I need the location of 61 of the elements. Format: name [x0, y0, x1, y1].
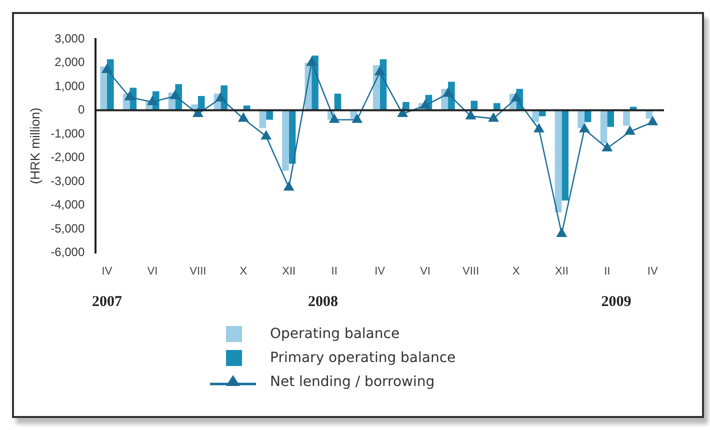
x-tick-label: IV	[647, 265, 658, 278]
y-tick-label: 1,000	[54, 78, 85, 93]
x-tick-label: X	[512, 265, 521, 278]
bar	[562, 110, 569, 201]
bar	[334, 94, 342, 110]
x-tick-label: VIII	[190, 265, 206, 278]
text: 2007	[92, 294, 122, 310]
bar	[623, 110, 630, 126]
legend-label: Net lending / borrowing	[270, 374, 435, 390]
point	[648, 116, 658, 126]
x-tick-label: X	[240, 265, 248, 278]
y-tick-label: -6,000	[50, 245, 85, 260]
point	[124, 92, 135, 100]
point	[170, 90, 180, 100]
y-tick-label: -2,000	[50, 150, 85, 164]
point	[466, 110, 476, 120]
point	[352, 114, 362, 123]
point	[284, 182, 294, 191]
point	[443, 88, 453, 97]
point	[147, 96, 158, 106]
y-tick-label: -3,000	[50, 174, 85, 188]
bar	[282, 110, 289, 171]
x-tick-label: XII	[554, 265, 568, 278]
bar	[198, 96, 205, 110]
x-tick-label: II	[604, 265, 610, 278]
point	[624, 126, 635, 135]
y-tick-label: 2,000	[54, 55, 85, 70]
point	[261, 130, 272, 140]
point	[420, 100, 430, 109]
y-tick-label: -5,000	[50, 221, 85, 236]
point	[216, 92, 226, 102]
bar	[600, 110, 608, 144]
y-tick-label: -4,000	[50, 198, 85, 212]
point	[306, 57, 317, 66]
point	[602, 142, 612, 152]
x-tick-label: VI	[147, 265, 158, 278]
x-tick-label: XII	[282, 265, 296, 278]
x-tick-label: VI	[420, 265, 430, 278]
point	[579, 124, 590, 132]
legend-label: Primary operating balance	[270, 350, 456, 366]
point	[102, 64, 112, 74]
y-tick-label: 0	[78, 102, 85, 117]
point	[488, 112, 498, 122]
y-tick-label: 3,000	[54, 31, 85, 46]
point	[329, 114, 340, 123]
text: 2008	[308, 294, 338, 310]
text: 2009	[601, 294, 632, 310]
y-tick-label: -1,000	[50, 126, 85, 140]
point	[238, 112, 248, 122]
bar	[607, 110, 614, 127]
x-tick-label: IV	[374, 265, 386, 278]
bar	[554, 110, 562, 212]
point	[556, 228, 567, 237]
legend-label: Operating balance	[270, 326, 400, 342]
x-tick-label: VIII	[462, 265, 480, 278]
point	[511, 92, 522, 102]
point	[374, 66, 385, 76]
x-tick-label: IV	[102, 265, 113, 278]
point	[534, 124, 544, 132]
y-axis-title: (HRK million)	[27, 108, 42, 184]
x-tick-label: II	[331, 265, 338, 278]
